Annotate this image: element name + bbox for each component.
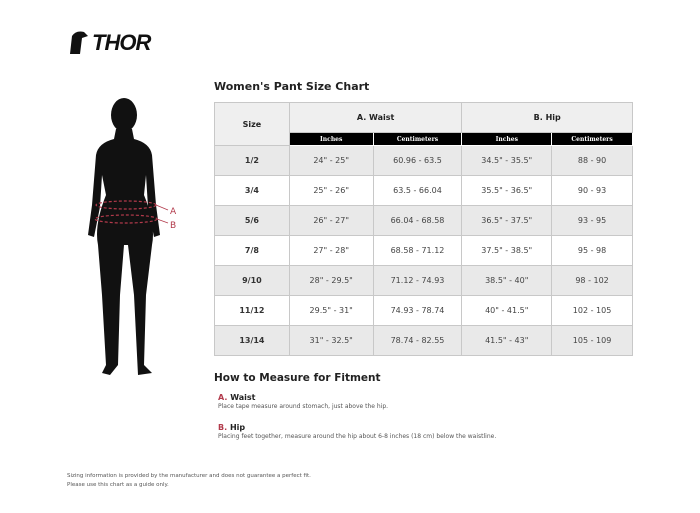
value-cell: 88 - 90 bbox=[551, 145, 633, 176]
value-cell: 28" - 29.5" bbox=[288, 265, 374, 296]
desc: Place tape measure around stomach, just … bbox=[218, 403, 389, 410]
value-cell: 38.5" - 40" bbox=[461, 265, 553, 296]
size-cell: 11/12 bbox=[214, 295, 290, 326]
value-cell: 24" - 25" bbox=[288, 145, 374, 176]
subheader: Centimeters bbox=[551, 132, 633, 146]
value-cell: 74.93 - 78.74 bbox=[372, 295, 463, 326]
table-row: 11/12 29.5" - 31" 74.93 - 78.74 40" - 41.5"… bbox=[214, 295, 633, 326]
size-cell: 3/4 bbox=[214, 175, 290, 206]
woman-silhouette-figure: A B bbox=[88, 98, 177, 375]
value-cell: 29.5" - 31" bbox=[288, 295, 374, 326]
value-cell: 98 - 102 bbox=[551, 265, 633, 296]
value-cell: 40" - 41.5" bbox=[461, 295, 553, 326]
size-header: Size bbox=[214, 102, 290, 146]
footer-note: Sizing information is provided by the ma… bbox=[67, 472, 311, 490]
value-cell: 63.5 - 66.04 bbox=[372, 175, 463, 206]
value-cell: 90 - 93 bbox=[551, 175, 633, 206]
size-cell: 1/2 bbox=[214, 145, 290, 176]
desc: Placing feet together, measure around th… bbox=[218, 433, 497, 440]
value-cell: 78.74 - 82.55 bbox=[372, 325, 463, 356]
howto-title: How to Measure for Fitment bbox=[214, 372, 381, 384]
chart-title: Women's Pant Size Chart bbox=[214, 80, 370, 93]
value-cell: 93 - 95 bbox=[551, 205, 633, 236]
size-cell: 13/14 bbox=[214, 325, 290, 356]
value-cell: 36.5" - 37.5" bbox=[461, 205, 553, 236]
footer-line: Sizing information is provided by the ma… bbox=[67, 473, 311, 479]
size-table: Size A. Waist B. Hip Inches Centimeters … bbox=[214, 102, 633, 356]
value-cell: 35.5" - 36.5" bbox=[461, 175, 553, 206]
table-row: 9/10 28" - 29.5" 71.12 - 74.93 38.5" - 40" 9… bbox=[214, 265, 633, 296]
value-cell: 71.12 - 74.93 bbox=[372, 265, 463, 296]
value-cell: 34.5" - 35.5" bbox=[461, 145, 553, 176]
table-row: 1/2 24" - 25" 60.96 - 63.5 34.5" - 35.5" 88 … bbox=[214, 145, 633, 176]
value-cell: 27" - 28" bbox=[288, 235, 374, 266]
value-cell: 68.58 - 71.12 bbox=[372, 235, 463, 266]
label: Hip bbox=[229, 423, 246, 432]
howto-hip: B. Hip Placing feet together, measure ar… bbox=[218, 423, 496, 440]
thor-logo: THOR bbox=[68, 30, 151, 56]
table-row: 7/8 27" - 28" 68.58 - 71.12 37.5" - 38.5" 95… bbox=[214, 235, 633, 266]
hip-header: B. Hip bbox=[461, 102, 633, 133]
size-cell: 5/6 bbox=[214, 205, 290, 236]
value-cell: 95 - 98 bbox=[551, 235, 633, 266]
value-cell: 37.5" - 38.5" bbox=[461, 235, 553, 266]
subheader: Inches bbox=[461, 132, 553, 146]
letter: A. bbox=[218, 393, 228, 402]
value-cell: 105 - 109 bbox=[551, 325, 633, 356]
size-cell: 9/10 bbox=[214, 265, 290, 296]
size-cell: 7/8 bbox=[214, 235, 290, 266]
value-cell: 60.96 - 63.5 bbox=[372, 145, 463, 176]
table-row: 13/14 31" - 32.5" 78.74 - 82.55 41.5" - 43"… bbox=[214, 325, 633, 356]
waist-header: A. Waist bbox=[288, 102, 463, 133]
value-cell: 25" - 26" bbox=[288, 175, 374, 206]
subheader: Centimeters bbox=[372, 132, 463, 146]
value-cell: 41.5" - 43" bbox=[461, 325, 553, 356]
thor-helmet-icon bbox=[70, 31, 88, 54]
howto-waist: A. Waist Place tape measure around stoma… bbox=[218, 393, 388, 410]
label: Waist bbox=[230, 393, 256, 402]
table-row: 5/6 26" - 27" 66.04 - 68.58 36.5" - 37.5" 93… bbox=[214, 205, 633, 236]
value-cell: 26" - 27" bbox=[288, 205, 374, 236]
subheader: Inches bbox=[288, 132, 374, 146]
label-b: B bbox=[170, 221, 176, 231]
value-cell: 102 - 105 bbox=[551, 295, 633, 326]
letter: B. bbox=[218, 423, 228, 432]
value-cell: 31" - 32.5" bbox=[288, 325, 374, 356]
label-a: A bbox=[170, 207, 177, 217]
table-row: 3/4 25" - 26" 63.5 - 66.04 35.5" - 36.5" 90 … bbox=[214, 175, 633, 206]
footer-line: Please use this chart as a guide only. bbox=[67, 482, 169, 488]
value-cell: 66.04 - 68.58 bbox=[372, 205, 463, 236]
